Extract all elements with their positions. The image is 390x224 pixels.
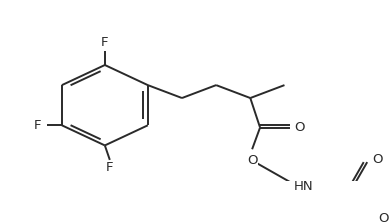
Text: F: F (106, 162, 113, 174)
Text: F: F (101, 36, 108, 49)
Text: O: O (372, 153, 382, 166)
Text: F: F (34, 119, 41, 132)
Text: O: O (247, 154, 257, 167)
Text: O: O (294, 121, 305, 134)
Text: O: O (378, 212, 388, 224)
Text: HN: HN (294, 180, 314, 193)
